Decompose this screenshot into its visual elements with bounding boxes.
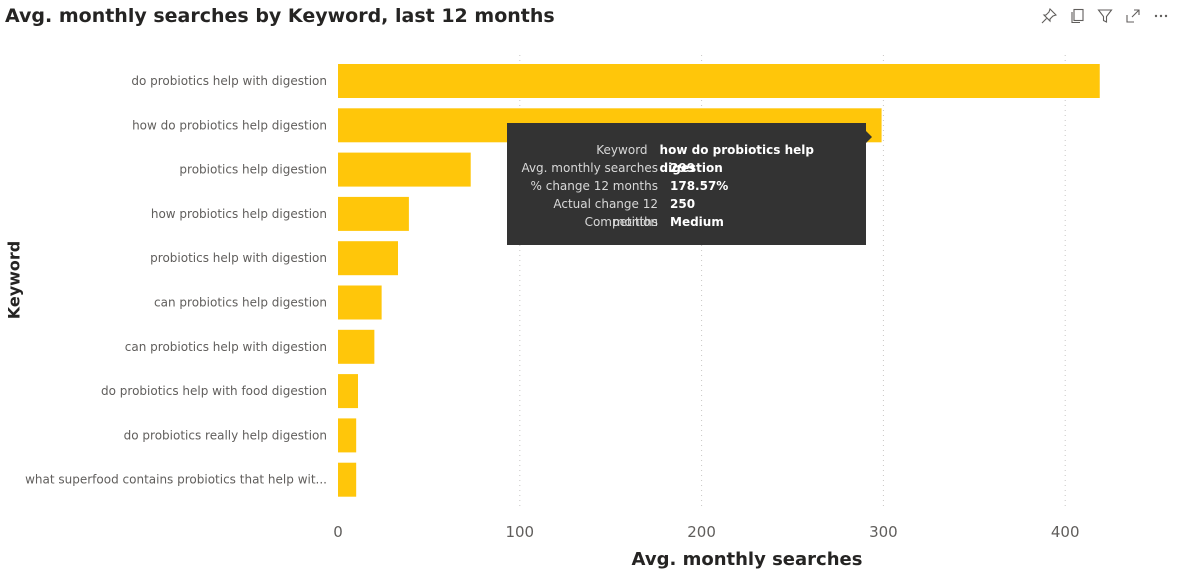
tooltip-arrow [866,131,872,143]
bar[interactable] [338,285,382,320]
focus-mode-icon[interactable] [1122,6,1144,26]
bar[interactable] [338,196,409,231]
tooltip-key: Keyword [596,143,648,157]
visual-toolbar [1038,6,1172,26]
category-label: do probiotics really help digestion [124,428,327,442]
tooltip-row-keyword: Keyword how do probiotics help digestion [507,141,866,175]
tooltip-value: 178.57% [670,179,729,193]
tooltip-value: Medium [670,215,724,229]
x-tick-label: 200 [687,523,716,541]
category-label: can probiotics help digestion [154,296,327,310]
category-label: can probiotics help with digestion [125,340,327,354]
tooltip-key: Actual change 12 months [553,197,658,229]
category-label: what superfood contains probiotics that … [25,473,327,487]
bar[interactable] [338,152,471,187]
tooltip-row-pct-change: % change 12 months 178.57% [507,177,866,195]
x-tick-label: 100 [505,523,534,541]
tooltip-key: Avg. monthly searches [521,161,658,175]
tooltip-value: 299 [670,161,696,175]
category-label: how probiotics help digestion [151,207,327,221]
bar[interactable] [338,462,357,497]
bar[interactable] [338,418,357,453]
bar[interactable] [338,241,398,276]
category-label: probiotics help digestion [179,163,327,177]
chart-title: Avg. monthly searches by Keyword, last 1… [5,5,555,27]
tooltip-key: Competition [584,215,658,229]
category-label: do probiotics help with food digestion [101,384,327,398]
tooltip-row-competition: Competition Medium [507,213,866,231]
filter-icon[interactable] [1094,6,1116,26]
tooltip-key: % change 12 months [530,179,658,193]
bar[interactable] [338,374,358,409]
category-label: probiotics help with digestion [150,251,327,265]
more-options-icon[interactable] [1150,6,1172,26]
copy-icon[interactable] [1066,6,1088,26]
pin-icon[interactable] [1038,6,1060,26]
data-tooltip: Keyword how do probiotics help digestion… [507,123,872,245]
tooltip-row-actual-change: Actual change 12 months 250 [507,195,866,229]
tooltip-row-searches: Avg. monthly searches 299 [507,159,866,177]
tooltip-value: how do probiotics help digestion [659,143,814,175]
bar[interactable] [338,329,375,364]
x-axis-label: Avg. monthly searches [631,549,863,570]
x-tick-label: 300 [869,523,898,541]
category-label: do probiotics help with digestion [131,74,327,88]
x-tick-label: 400 [1051,523,1080,541]
tooltip-value: 250 [670,197,696,211]
x-tick-label: 0 [333,523,343,541]
bar[interactable] [338,64,1100,98]
category-label: how do probiotics help digestion [132,118,327,132]
